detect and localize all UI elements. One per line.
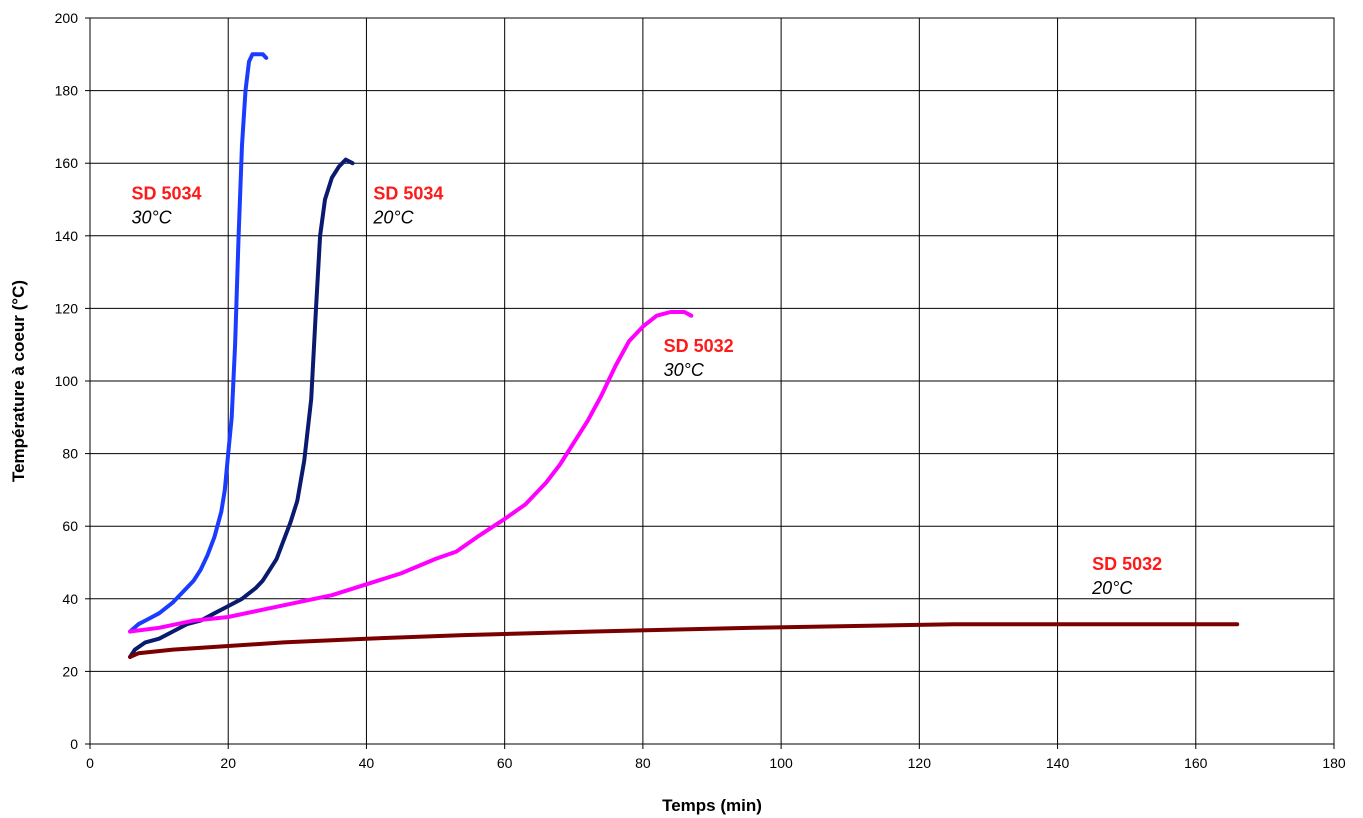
annotation-temperature: 30°C: [131, 208, 172, 228]
series-line-3: [128, 310, 694, 634]
y-axis-title: Température à coeur (°C): [9, 280, 28, 482]
annotation-temperature: 30°C: [664, 360, 705, 380]
x-tick-label: 0: [86, 755, 94, 771]
x-tick-label: 100: [769, 755, 793, 771]
x-tick-label: 60: [497, 755, 513, 771]
y-tick-label: 160: [55, 155, 79, 171]
y-tick-label: 200: [55, 10, 79, 26]
y-tick-label: 20: [62, 663, 78, 679]
annotation-series-name: SD 5034: [373, 184, 443, 204]
y-tick-label: 180: [55, 83, 79, 99]
y-tick-label: 0: [70, 736, 78, 752]
gridlines: [89, 17, 1335, 745]
annotation-series-name: SD 5034: [131, 184, 201, 204]
y-tick-label: 120: [55, 300, 79, 316]
x-axis-title: Temps (min): [662, 796, 762, 815]
x-tick-label: 180: [1322, 755, 1346, 771]
x-tick-label: 160: [1184, 755, 1208, 771]
x-tick-label: 120: [908, 755, 932, 771]
series-lines: [128, 52, 1240, 659]
x-axis-ticks: 0 20 40 60 80 100 120 140 160 180: [86, 744, 1346, 771]
y-tick-label: 140: [55, 228, 79, 244]
x-tick-label: 140: [1046, 755, 1070, 771]
annotation-series-name: SD 5032: [1092, 554, 1162, 574]
series-line-2: [128, 157, 355, 659]
series-line-4: [128, 622, 1240, 659]
y-axis-ticks: 0 20 40 60 80 100 120 140 160 180 200: [55, 10, 90, 752]
annotation-temperature: 20°C: [1091, 578, 1133, 598]
annotation-series-name: SD 5032: [664, 336, 734, 356]
x-tick-label: 40: [359, 755, 375, 771]
annotation-temperature: 20°C: [372, 208, 414, 228]
y-tick-label: 100: [55, 373, 79, 389]
y-tick-label: 60: [62, 518, 78, 534]
series-annotations: SD 5034 30°C SD 5034 20°C SD 5032 30°C SD 5032…: [131, 184, 1162, 598]
y-tick-label: 80: [62, 446, 78, 462]
series-line-1: [128, 52, 269, 634]
y-tick-label: 40: [62, 591, 78, 607]
x-tick-label: 80: [635, 755, 651, 771]
x-tick-label: 20: [220, 755, 236, 771]
